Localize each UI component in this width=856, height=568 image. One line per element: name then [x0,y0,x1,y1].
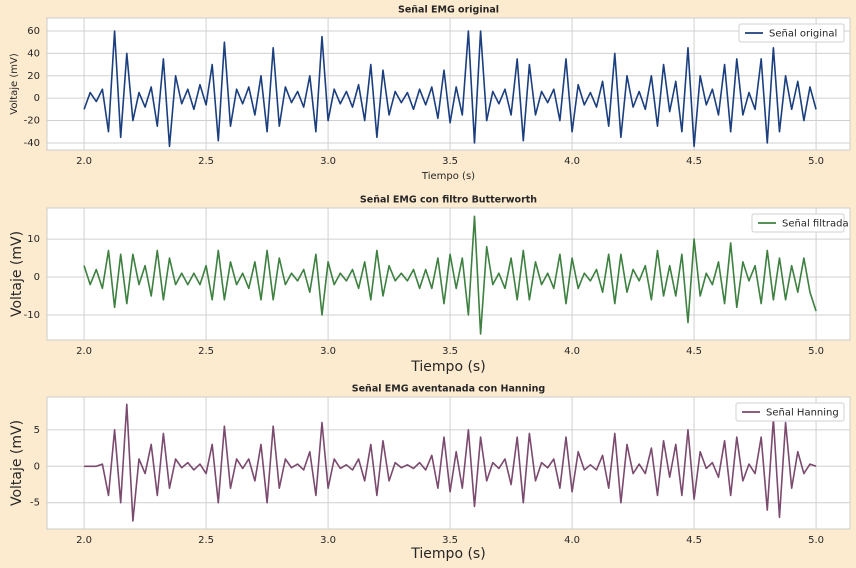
x-tick-label: 4.5 [686,535,702,546]
x-tick-label: 2.5 [198,346,214,357]
data-line [83,30,817,148]
x-tick-label: 5.0 [808,156,824,167]
x-tick-label: 2.0 [76,346,92,357]
legend-label: Señal Hanning [766,408,839,419]
x-tick-label: 3.0 [320,346,336,357]
x-tick-label: 4.5 [686,156,702,167]
chart-title: Señal EMG con filtro Butterworth [360,195,537,206]
y-axis-label: Voltaje (mV) [9,231,25,317]
plot-border [46,207,851,341]
plot-area [47,397,850,529]
y-tick-label: 5 [34,425,40,436]
x-tick-label: 4.0 [564,535,580,546]
y-tick-label: 20 [27,71,40,82]
y-tick-label: 0 [34,93,40,104]
x-tick-label: 3.5 [442,346,458,357]
x-axis-label: Tiempo (s) [410,546,485,562]
y-tick-label: 10 [27,234,40,245]
y-tick-label: -10 [24,310,40,321]
x-tick-label: 4.5 [686,346,702,357]
plot-area [47,18,850,150]
x-tick-label: 5.0 [808,535,824,546]
chart-title: Señal EMG original [398,5,499,16]
x-axis-label: Tiempo (s) [410,359,485,375]
y-tick-label: -40 [24,138,40,149]
data-line [83,215,817,335]
x-tick-label: 2.0 [76,535,92,546]
y-tick-label: 0 [34,272,40,283]
x-axis-label: Tiempo (s) [421,171,475,182]
plot-border [46,17,851,151]
x-tick-label: 2.5 [198,535,214,546]
x-tick-label: 2.0 [76,156,92,167]
x-tick-label: 3.5 [442,535,458,546]
x-tick-label: 2.5 [198,156,214,167]
x-tick-label: 4.0 [564,346,580,357]
legend-label: Señal filtrada [782,219,849,230]
data-line [84,403,817,522]
y-tick-label: -5 [30,498,40,509]
x-tick-label: 5.0 [808,346,824,357]
y-axis-label: Voltaje (mV) [9,53,20,115]
legend-box [751,213,845,233]
legend-box [738,23,845,43]
x-tick-label: 3.0 [320,535,336,546]
chart-title: Señal EMG aventanada con Hanning [352,384,545,395]
y-tick-label: -20 [24,116,40,127]
x-tick-label: 3.5 [442,156,458,167]
plot-border [46,396,851,530]
y-axis-label: Voltaje (mV) [9,420,25,506]
y-tick-label: 0 [34,461,40,472]
legend-box [735,402,845,422]
y-tick-label: 40 [27,48,40,59]
legend-label: Señal original [769,29,837,40]
y-tick-label: 60 [27,26,40,37]
x-tick-label: 3.0 [320,156,336,167]
x-tick-label: 4.0 [564,156,580,167]
